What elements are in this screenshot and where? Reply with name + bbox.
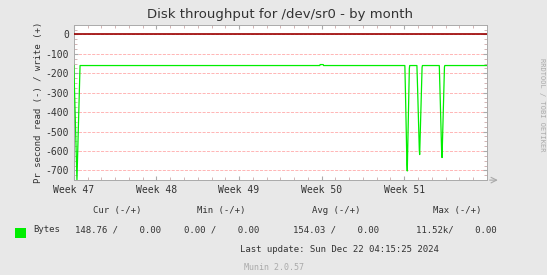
Text: Max (-/+): Max (-/+) (433, 206, 481, 215)
Text: 11.52k/    0.00: 11.52k/ 0.00 (416, 226, 497, 234)
Text: 0.00 /    0.00: 0.00 / 0.00 (184, 226, 259, 234)
Text: Bytes: Bytes (33, 226, 60, 234)
Text: Avg (-/+): Avg (-/+) (312, 206, 360, 215)
Text: Min (-/+): Min (-/+) (197, 206, 246, 215)
Text: 148.76 /    0.00: 148.76 / 0.00 (74, 226, 161, 234)
Text: 154.03 /    0.00: 154.03 / 0.00 (293, 226, 380, 234)
Text: Cur (-/+): Cur (-/+) (94, 206, 142, 215)
Title: Disk throughput for /dev/sr0 - by month: Disk throughput for /dev/sr0 - by month (147, 8, 414, 21)
Text: Munin 2.0.57: Munin 2.0.57 (243, 263, 304, 272)
Text: Last update: Sun Dec 22 04:15:25 2024: Last update: Sun Dec 22 04:15:25 2024 (240, 245, 439, 254)
Text: RRDTOOL / TOBI OETIKER: RRDTOOL / TOBI OETIKER (539, 58, 545, 151)
Y-axis label: Pr second read (-) / write (+): Pr second read (-) / write (+) (34, 22, 43, 183)
